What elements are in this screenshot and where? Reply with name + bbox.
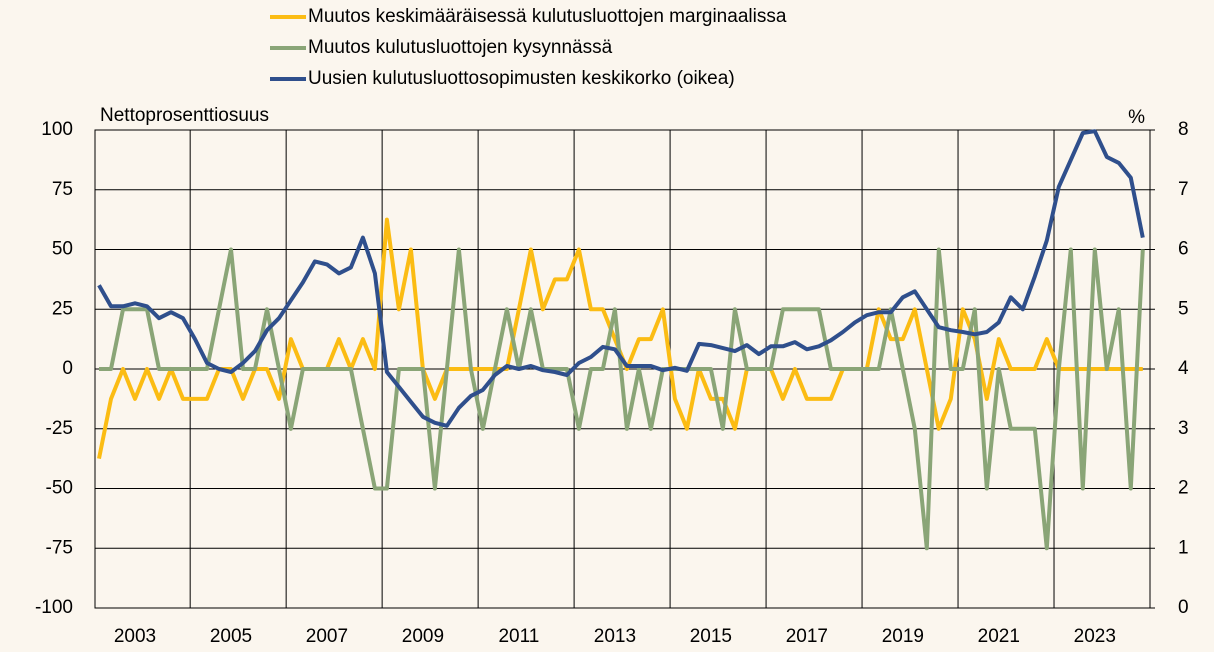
y2-tick-label: 2 (1178, 478, 1189, 499)
y-tick-label: -50 (46, 478, 73, 499)
x-tick-label: 2017 (786, 626, 828, 647)
x-tick-label: 2021 (978, 626, 1020, 647)
x-tick-label: 2015 (690, 626, 732, 647)
legend-label: Muutos kulutusluottojen kysynnässä (308, 37, 613, 58)
x-tick-label: 2003 (114, 626, 156, 647)
x-tick-label: 2009 (402, 626, 444, 647)
legend-label: Muutos keskimääräisessä kulutusluottojen… (308, 6, 787, 27)
y-tick-label: 75 (52, 179, 73, 200)
y2-tick-label: 5 (1178, 298, 1189, 319)
x-tick-label: 2013 (594, 626, 636, 647)
x-tick-label: 2019 (882, 626, 924, 647)
y-tick-label: -25 (46, 418, 73, 439)
legend-label: Uusien kulutusluottosopimusten keskikork… (308, 68, 735, 89)
x-tick-label: 2011 (498, 626, 539, 647)
y-tick-label: -100 (35, 597, 73, 618)
series-line (97, 129, 1145, 428)
y2-axis-title: % (1128, 107, 1145, 128)
y2-tick-label: 4 (1178, 358, 1189, 379)
x-tick-label: 2023 (1074, 626, 1116, 647)
y2-tick-label: 3 (1178, 418, 1189, 439)
y2-tick-label: 6 (1178, 239, 1189, 260)
y-tick-label: 50 (52, 239, 73, 260)
x-tick-label: 2007 (306, 626, 348, 647)
y-tick-label: 0 (62, 358, 73, 379)
y2-tick-label: 7 (1178, 179, 1189, 200)
y-axis-title: Nettoprosenttiosuus (100, 105, 269, 126)
series-line (99, 247, 1145, 551)
y-tick-label: 25 (52, 298, 73, 319)
x-tick-label: 2005 (210, 626, 252, 647)
y2-tick-label: 8 (1178, 119, 1189, 140)
y-tick-label: 100 (41, 119, 73, 140)
y-tick-label: -75 (46, 537, 73, 558)
y2-tick-label: 0 (1178, 597, 1189, 618)
y2-tick-label: 1 (1178, 537, 1189, 558)
